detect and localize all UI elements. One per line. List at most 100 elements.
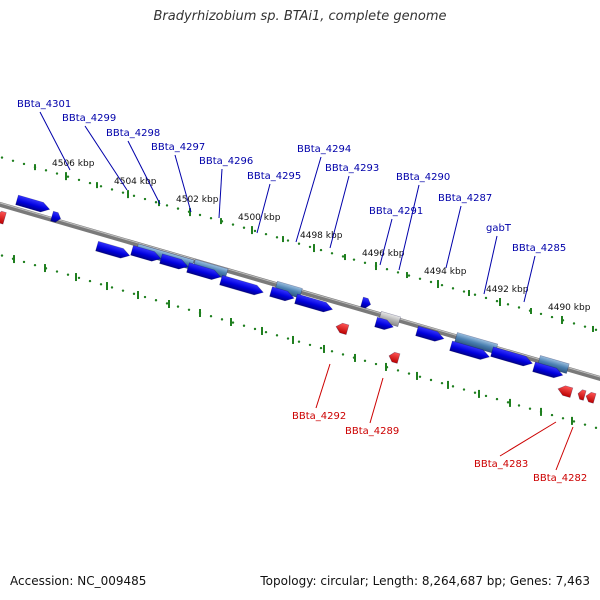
inner-ruler-dot — [99, 283, 103, 286]
gene-bbta-4285-shape — [537, 355, 570, 374]
outer-ruler-dot — [594, 328, 598, 332]
gene-bbta-4295 — [219, 274, 264, 296]
outer-ruler-dot — [231, 223, 235, 226]
reverse-leader — [555, 426, 574, 471]
inner-ruler-dot — [418, 375, 422, 378]
reverse-gene-label: BBta_4292 — [292, 411, 346, 422]
outer-ruler-dot — [44, 169, 48, 172]
outer-ruler-dot — [66, 175, 70, 178]
inner-ruler-dot — [275, 334, 279, 337]
outer-ruler-dot — [429, 280, 433, 284]
gene-bbta-4293-shape — [294, 293, 334, 313]
gene-fwd-g-shape — [532, 361, 564, 379]
gene-fwd-c-shape — [186, 262, 222, 280]
forward-leader — [398, 184, 420, 271]
inner-ruler-dot — [209, 314, 213, 318]
gene-rev-edge-shape — [0, 210, 7, 225]
outer-ruler-dot — [539, 312, 543, 316]
gene-bbta-4292 — [335, 322, 350, 335]
forward-leader — [295, 156, 322, 243]
inner-ruler-dot — [132, 292, 136, 296]
outer-ruler-dot — [550, 315, 554, 319]
inner-ruler-dot — [66, 273, 70, 276]
outer-ruler-dot — [352, 258, 356, 261]
inner-ruler-dot — [330, 350, 334, 353]
outer-ruler-dot — [264, 232, 268, 236]
map-title: Bradyrhizobium sp. BTAi1, complete genom… — [153, 9, 447, 24]
inner-ruler-dot — [495, 397, 499, 401]
outer-ruler-dot — [121, 191, 125, 194]
accession-text: Accession: NC_009485 — [10, 574, 147, 588]
ruler-tick-label: 4490 kbp — [548, 303, 591, 313]
gene-bbta-4287-shape — [415, 325, 445, 342]
ruler-tracks: 4506 kbp 4504 kbp 4502 kbp 4500 kbp 4498 kbp… — [0, 156, 598, 430]
forward-leader — [127, 140, 161, 205]
reverse-leader — [315, 363, 331, 409]
inner-ruler-dot — [253, 327, 257, 331]
inner-ruler-dot — [231, 321, 235, 324]
forward-gene-label: BBta_4290 — [396, 172, 450, 183]
outer-ruler-dot — [0, 156, 4, 159]
reverse-leader — [499, 421, 557, 457]
inner-ruler-dot — [440, 381, 444, 385]
inner-ruler-dot — [572, 420, 576, 423]
inner-ruler-dot — [176, 305, 180, 308]
reverse-gene-label: BBta_4282 — [533, 473, 587, 484]
outer-ruler-dot — [451, 287, 455, 290]
gene-small-fwd-b-shape — [360, 296, 372, 309]
ruler-tick-label: 4500 kbp — [238, 213, 281, 223]
outer-ruler-dot — [154, 201, 158, 204]
inner-ruler-dot — [55, 270, 59, 273]
inner-ruler-dot — [451, 385, 455, 388]
inner-ruler-dot — [0, 254, 4, 257]
gene-fwd-b-shape — [159, 253, 189, 270]
forward-gene-label: BBta_4291 — [369, 206, 423, 217]
forward-leader — [445, 205, 462, 269]
inner-ruler-dot — [374, 362, 378, 366]
ruler-tick-label: 4504 kbp — [114, 177, 157, 187]
gene-bbta-4301 — [15, 194, 51, 213]
forward-gene-label: BBta_4287 — [438, 193, 492, 204]
gene-bbta-4283-shape — [557, 385, 574, 398]
inner-ruler-dot — [506, 401, 510, 404]
gene-fwd-f — [490, 346, 533, 367]
inner-ruler-dot — [407, 372, 411, 375]
inner-ruler-dot — [363, 359, 367, 363]
reverse-gene-label: BBta_4283 — [474, 459, 528, 470]
forward-leader — [256, 183, 271, 234]
inner-ruler-dot — [22, 260, 26, 264]
gene-rev-edge — [0, 210, 7, 225]
gene-bbta-4289-shape — [388, 351, 401, 364]
inner-ruler-dot — [517, 404, 521, 407]
gene-bbta-4292-shape — [335, 322, 350, 335]
outer-ruler-dot — [275, 236, 279, 239]
gene-bbta-4301-shape — [15, 194, 51, 213]
inner-ruler-dot — [473, 391, 477, 394]
inner-ruler-dot — [528, 407, 532, 410]
topology-text: Topology: circular; Length: 8,264,687 bp… — [260, 574, 590, 588]
gene-bbta-4287 — [415, 325, 445, 342]
forward-leader — [523, 255, 536, 303]
outer-ruler-dot — [110, 188, 114, 191]
gene-rev-edge-b-shape — [585, 391, 597, 404]
gene-small-fwd-b — [360, 296, 372, 309]
gene-track — [0, 194, 597, 404]
outer-ruler-dot — [22, 162, 26, 166]
outer-ruler-dot — [319, 248, 323, 252]
gene-bbta-4289 — [388, 351, 401, 364]
inner-ruler-dot — [561, 417, 565, 420]
outer-ruler-dot — [286, 239, 290, 242]
inner-ruler-dot — [550, 413, 554, 417]
outer-ruler-dot — [297, 242, 301, 245]
reverse-leader — [369, 377, 384, 424]
forward-leader — [329, 175, 350, 249]
inner-ruler-dot — [308, 343, 312, 347]
forward-leader — [84, 125, 128, 191]
outer-ruler-dot — [88, 181, 92, 185]
outer-ruler-dot — [396, 271, 400, 274]
outer-ruler-dot — [473, 293, 477, 296]
gene-bbta-4282 — [577, 389, 587, 401]
gene-bbta-4290 — [374, 316, 394, 330]
